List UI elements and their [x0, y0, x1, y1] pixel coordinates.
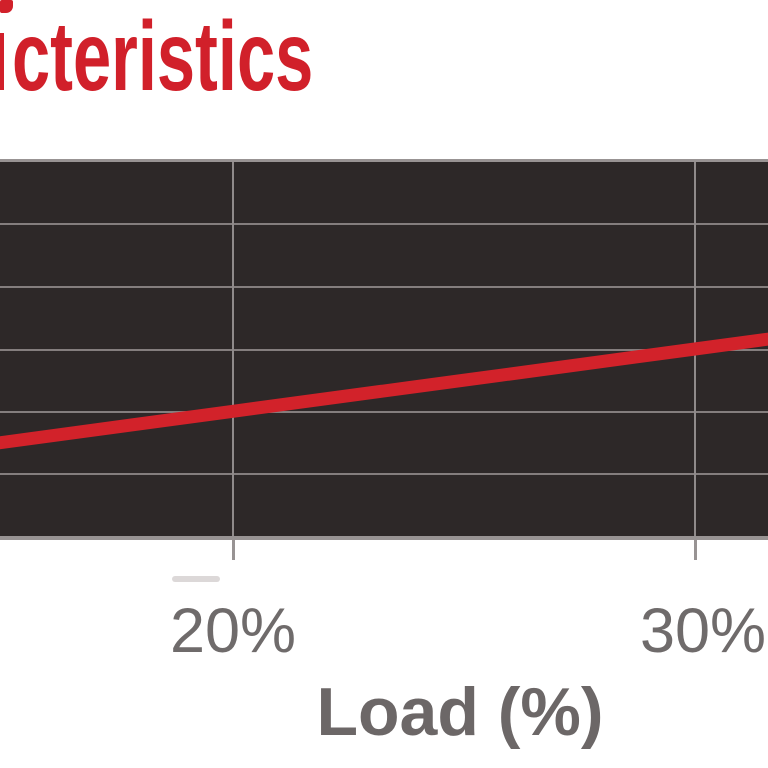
line-chart-plot-area [0, 159, 768, 540]
x-tick-label-20pct: 20% [169, 596, 297, 666]
data-line-svg [0, 332, 768, 450]
x-axis-tick-20pct [232, 540, 235, 560]
faint-artifact-dash [172, 576, 220, 582]
x-tick-label-30pct: 30% [639, 596, 767, 666]
cropped-glyph-dot [0, 0, 13, 13]
chart-title-fragment: cteristics [12, 1, 314, 111]
data-line [0, 332, 768, 450]
horizontal-gridline [0, 473, 768, 475]
horizontal-gridline [0, 411, 768, 413]
horizontal-gridline [0, 223, 768, 225]
horizontal-gridline [0, 349, 768, 351]
horizontal-gridline [0, 286, 768, 288]
x-axis-title: Load (%) [316, 674, 604, 750]
x-axis-tick-30pct [694, 540, 697, 560]
vertical-gridline-20pct [232, 162, 234, 536]
cropped-glyph-sliver [0, 33, 4, 90]
